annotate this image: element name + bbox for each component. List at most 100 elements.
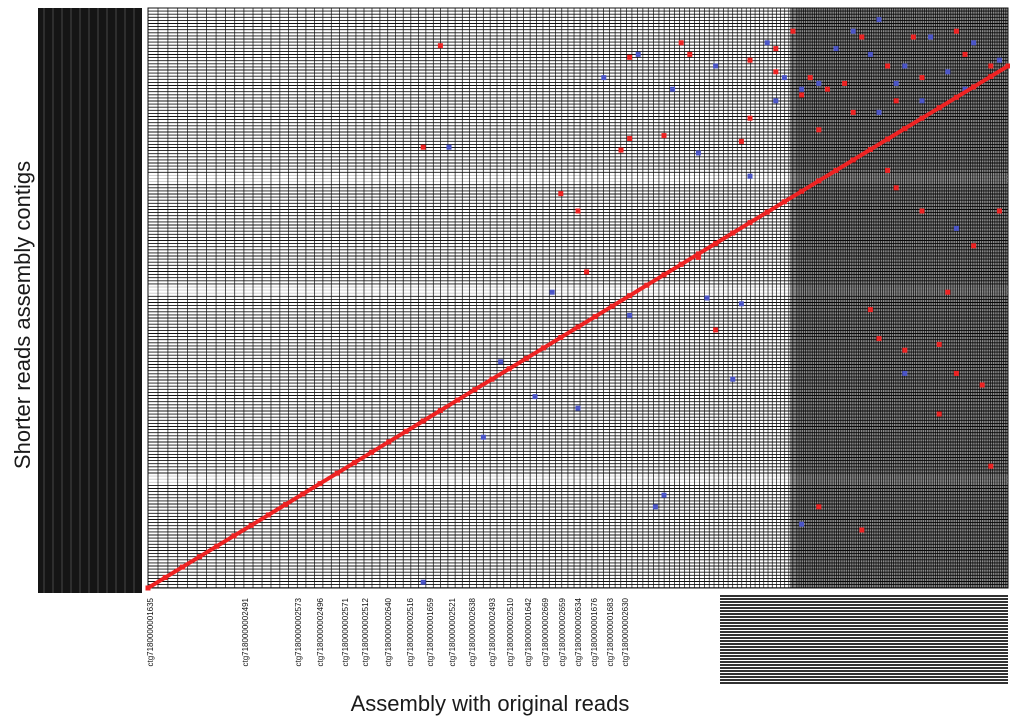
data-point: [773, 98, 779, 104]
data-point: [790, 28, 796, 34]
data-point: [962, 86, 968, 92]
data-point: [945, 289, 951, 295]
x-tick-label: ctg7180000002521: [448, 597, 457, 666]
data-point: [850, 28, 856, 34]
data-point: [575, 208, 581, 214]
data-point: [437, 43, 443, 49]
x-tick-label: ctg7180000001635: [146, 597, 155, 666]
plot-grid: [147, 7, 1009, 589]
data-point: [850, 109, 856, 115]
data-point: [704, 295, 710, 301]
data-point: [652, 504, 658, 510]
data-point: [773, 46, 779, 52]
data-point: [549, 289, 555, 295]
data-point: [988, 463, 994, 469]
data-point: [867, 307, 873, 313]
x-tick-label: ctg7180000002510: [506, 597, 515, 666]
data-point: [953, 28, 959, 34]
x-tick-label: ctg7180000002516: [406, 597, 415, 666]
data-point: [988, 63, 994, 69]
data-point: [867, 51, 873, 57]
data-point: [885, 63, 891, 69]
data-point: [902, 347, 908, 353]
data-point: [799, 92, 805, 98]
data-point: [893, 185, 899, 191]
y-axis-title: Shorter reads assembly contigs: [10, 161, 35, 469]
data-point: [816, 504, 822, 510]
data-point: [936, 411, 942, 417]
data-point: [558, 191, 564, 197]
data-point: [713, 63, 719, 69]
data-point: [781, 75, 787, 81]
data-point: [627, 54, 633, 60]
data-point: [498, 359, 504, 365]
diagonal-match-line: [146, 64, 1010, 590]
x-tick-label: ctg7180000002573: [294, 597, 303, 666]
data-point: [695, 254, 701, 260]
x-tick-label: ctg7180000001676: [590, 597, 599, 666]
data-point: [876, 17, 882, 23]
data-point: [618, 147, 624, 153]
x-tick-label: ctg7180000002659: [558, 597, 567, 666]
data-point: [910, 34, 916, 40]
x-tick-label: ctg7180000002493: [488, 597, 497, 666]
x-tick-label: ctg7180000001642: [524, 597, 533, 666]
data-point: [996, 57, 1002, 63]
data-point: [902, 370, 908, 376]
data-point: [919, 75, 925, 81]
x-tick-label: ctg7180000002512: [361, 597, 370, 666]
data-point: [859, 527, 865, 533]
data-point: [902, 63, 908, 69]
data-point: [876, 336, 882, 342]
data-point: [687, 51, 693, 57]
x-tick-label: ctg7180000002638: [468, 597, 477, 666]
data-point: [971, 243, 977, 249]
x-tick-label: ctg7180000002630: [621, 597, 630, 666]
data-point: [919, 208, 925, 214]
data-point: [799, 86, 805, 92]
data-point: [764, 40, 770, 46]
x-tick-label-block: [720, 595, 1008, 684]
x-tick-label: ctg7180000002491: [241, 597, 250, 666]
dense-grid-shade: [790, 8, 1008, 588]
data-marks: [145, 17, 1010, 591]
data-point: [747, 115, 753, 121]
data-point: [670, 86, 676, 92]
data-point: [420, 579, 426, 585]
data-point: [962, 51, 968, 57]
data-point: [936, 341, 942, 347]
x-tick-labels: ctg7180000001635 ctg7180000002491 ctg71800…: [146, 597, 630, 666]
data-point: [928, 34, 934, 40]
data-point: [738, 301, 744, 307]
data-point: [480, 434, 486, 440]
data-point: [842, 80, 848, 86]
data-point: [661, 133, 667, 139]
data-point: [635, 51, 641, 57]
data-point: [446, 144, 452, 150]
data-point: [420, 144, 426, 150]
data-point: [971, 40, 977, 46]
data-point: [893, 98, 899, 104]
data-point: [859, 34, 865, 40]
data-point: [730, 376, 736, 382]
x-tick-label: ctg7180000002634: [574, 597, 583, 666]
data-point: [893, 80, 899, 86]
data-point: [747, 57, 753, 63]
x-tick-label: ctg7180000001683: [606, 597, 615, 666]
data-point: [695, 150, 701, 156]
data-point: [824, 86, 830, 92]
data-point: [885, 167, 891, 173]
x-tick-label: ctg7180000001659: [426, 597, 435, 666]
data-point: [816, 127, 822, 133]
y-tick-label-block: [38, 8, 142, 593]
data-point: [945, 69, 951, 75]
data-point: [713, 327, 719, 333]
data-point: [953, 225, 959, 231]
data-point: [584, 269, 590, 275]
x-tick-label: ctg7180000002640: [384, 597, 393, 666]
data-point: [799, 521, 805, 527]
data-point: [807, 75, 813, 81]
data-point: [979, 382, 985, 388]
data-point: [996, 208, 1002, 214]
